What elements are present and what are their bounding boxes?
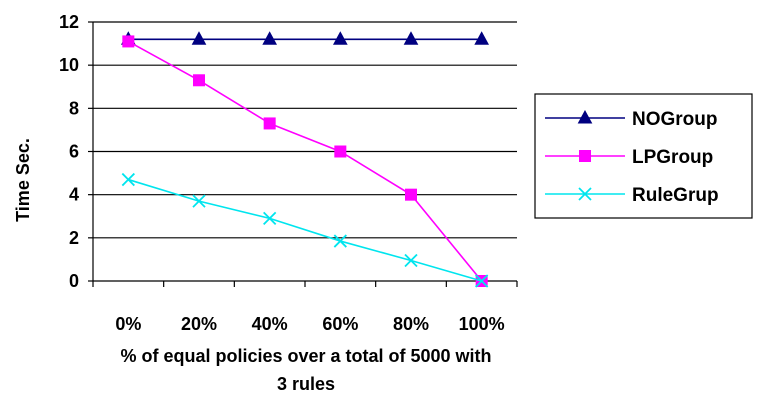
legend-label-nogroup: NOGroup [632,109,718,130]
x-tick-labels: 0% 20% 40% 60% 80% 100% [115,314,504,334]
y-tick-label: 8 [69,98,79,118]
legend-label-lpgroup: LPGroup [632,147,713,168]
data-point-rulegrup [333,234,347,248]
data-point-rulegrup [121,172,135,187]
legend: NOGroup LPGroup RuleGrup [534,93,753,219]
data-point-rulegrup [192,194,206,208]
y-axis-title: Time Sec. [13,138,33,222]
data-point-rulegrup [263,211,277,226]
legend-marker-lpgroup [579,150,591,162]
data-point-nogroup [262,31,278,45]
y-tick-label: 0 [69,271,79,291]
y-tick-label: 2 [69,228,79,248]
y-tick-label: 4 [69,185,79,205]
data-point-lpgroup [122,35,135,48]
data-point-lpgroup [334,145,347,158]
series-group [120,31,490,288]
gridlines [93,21,517,239]
data-point-lpgroup [263,117,276,130]
data-point-rulegrup [404,253,418,268]
data-point-lpgroup [405,188,417,201]
data-point-nogroup [191,31,207,45]
legend-label-rulegrup: RuleGrup [632,185,719,206]
x-tick-label: 100% [459,314,505,334]
x-tick-label: 40% [252,314,288,334]
x-tick-label: 60% [322,314,358,334]
y-tick-label: 6 [69,142,79,162]
series-line-rulegrup [128,178,482,282]
x-tick-label: 0% [115,314,141,334]
x-axis-title-line2: 3 rules [277,374,335,394]
data-point-nogroup [332,31,348,45]
x-tick-label: 80% [393,314,429,334]
data-point-nogroup [474,31,490,45]
x-axis-title-line1: % of equal policies over a total of 5000… [120,346,491,366]
legend-marker-nogroup [577,109,593,124]
data-point-nogroup [403,31,419,45]
axes [88,21,518,287]
x-tick-label: 20% [181,314,217,334]
y-tick-label: 12 [59,12,79,32]
legend-marker-rulegrup [578,187,592,201]
y-tick-labels: 0 2 4 6 8 10 12 [59,12,79,291]
series-line-lpgroup [127,40,483,282]
y-tick-label: 10 [59,55,79,75]
data-point-lpgroup [193,74,205,87]
data-point-rulegrup [475,274,489,288]
